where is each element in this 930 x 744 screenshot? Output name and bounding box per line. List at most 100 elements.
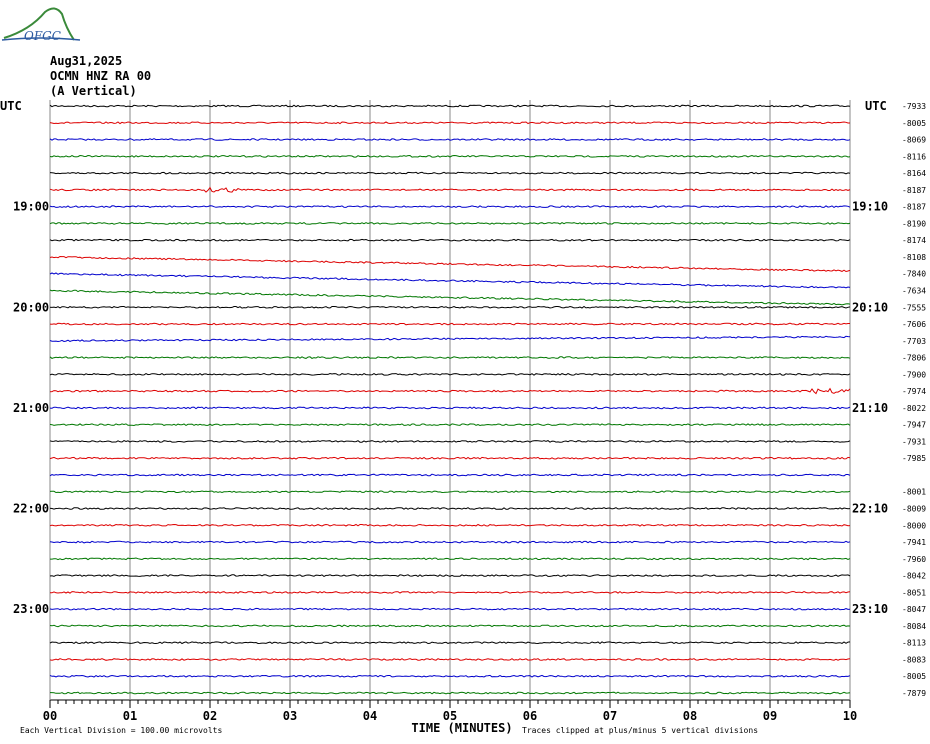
clip-note: Traces clipped at plus/minus 5 vertical … — [522, 726, 758, 735]
offset-label: -8084 — [902, 622, 926, 631]
offset-label: -7606 — [902, 320, 926, 329]
offset-label: -8000 — [902, 521, 926, 530]
offset-label: -7879 — [902, 689, 926, 698]
trace — [49, 356, 851, 360]
left-time-label: 21:00 — [13, 401, 49, 415]
date: Aug31,2025 — [50, 54, 122, 68]
offset-label: -8187 — [902, 186, 926, 195]
trace — [49, 456, 851, 460]
trace — [49, 540, 851, 544]
trace — [49, 305, 851, 309]
trace — [49, 674, 851, 678]
trace — [49, 289, 851, 306]
trace — [49, 387, 851, 395]
x-tick-label: 06 — [523, 709, 537, 723]
trace — [49, 104, 851, 108]
trace — [49, 138, 851, 141]
trace — [50, 557, 851, 561]
right-time-label: 20:10 — [852, 300, 888, 314]
x-tick-label: 02 — [203, 709, 217, 723]
offset-label: -8005 — [902, 119, 926, 128]
trace — [49, 255, 851, 273]
offset-label: -8083 — [902, 655, 926, 664]
trace — [49, 624, 851, 628]
trace — [49, 272, 851, 289]
trace — [49, 406, 851, 410]
trace — [49, 641, 851, 645]
offset-label: -8042 — [902, 572, 926, 581]
trace — [49, 440, 851, 443]
offset-label: -7634 — [902, 286, 926, 295]
offset-label: -8174 — [902, 236, 926, 245]
x-axis-title: TIME (MINUTES) — [411, 721, 512, 735]
offset-label: -7960 — [902, 555, 926, 564]
offset-label: -7703 — [902, 337, 926, 346]
offset-label: -8164 — [902, 169, 926, 178]
offset-label: -8187 — [902, 203, 926, 212]
offset-label: -8116 — [902, 152, 926, 161]
trace — [49, 186, 851, 193]
offset-label: -8047 — [902, 605, 926, 614]
right-time-label: 22:10 — [852, 502, 888, 516]
offset-label: -7933 — [902, 102, 926, 111]
offset-label: -8113 — [902, 639, 926, 648]
station: OCMN HNZ RA 00 — [50, 69, 151, 83]
x-tick-label: 01 — [123, 709, 137, 723]
scale-note: Each Vertical Division = 100.00 microvol… — [20, 726, 222, 735]
trace — [49, 322, 850, 326]
trace — [49, 238, 851, 242]
x-tick-label: 09 — [763, 709, 777, 723]
offset-label: -8051 — [902, 588, 926, 597]
left-time-label: 23:00 — [13, 602, 49, 616]
offset-label: -8005 — [902, 672, 926, 681]
trace — [49, 205, 851, 209]
trace — [49, 590, 851, 594]
offset-label: -7947 — [902, 421, 926, 430]
trace — [49, 335, 851, 343]
x-tick-label: 04 — [363, 709, 377, 723]
trace — [49, 523, 851, 527]
logo-text: OFGC — [24, 29, 61, 43]
trace — [49, 473, 851, 477]
offset-label: -8009 — [902, 505, 926, 514]
trace — [49, 154, 851, 158]
offset-label: -7941 — [902, 538, 926, 547]
x-tick-label: 07 — [603, 709, 617, 723]
offset-label: -7985 — [902, 454, 926, 463]
offset-label: -7974 — [902, 387, 926, 396]
offset-label: -8108 — [902, 253, 926, 262]
offset-label: -7555 — [902, 303, 926, 312]
offset-label: -8001 — [902, 488, 926, 497]
right-time-label: 21:10 — [852, 401, 888, 415]
trace — [49, 507, 851, 510]
left-time-label: 19:00 — [13, 200, 49, 214]
x-tick-label: 08 — [683, 709, 697, 723]
offset-label: -7900 — [902, 370, 926, 379]
offset-label: -8022 — [902, 404, 926, 413]
x-tick-label: 03 — [283, 709, 297, 723]
offset-label: -7840 — [902, 270, 926, 279]
x-tick-label: 00 — [43, 709, 57, 723]
trace — [49, 423, 851, 427]
offset-label: -8190 — [902, 219, 926, 228]
trace — [49, 574, 851, 578]
right-time-label: 23:10 — [852, 602, 888, 616]
trace — [49, 171, 851, 175]
left-time-label: UTC — [0, 99, 22, 113]
trace — [49, 221, 851, 225]
left-time-label: 20:00 — [13, 300, 49, 314]
component: (A Vertical) — [50, 84, 137, 98]
offset-label: -7806 — [902, 354, 926, 363]
right-time-label: UTC — [865, 99, 887, 113]
trace — [49, 121, 850, 125]
trace — [50, 691, 851, 695]
left-time-label: 22:00 — [13, 502, 49, 516]
offset-label: -7931 — [902, 437, 926, 446]
trace — [49, 372, 851, 376]
right-time-label: 19:10 — [852, 200, 888, 214]
trace — [49, 490, 851, 494]
trace — [49, 658, 851, 661]
x-tick-label: 05 — [443, 709, 457, 723]
offset-label: -8069 — [902, 136, 926, 145]
